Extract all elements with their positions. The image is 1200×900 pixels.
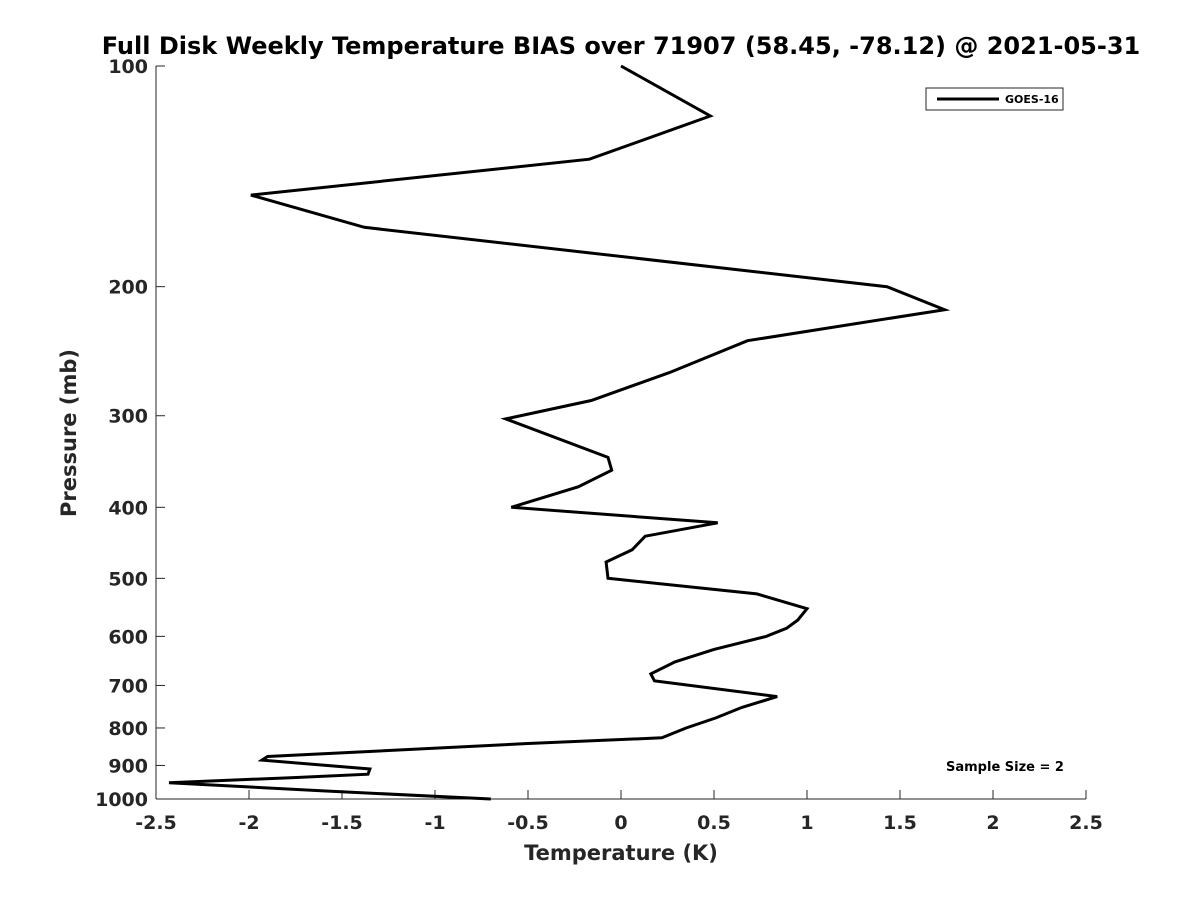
x-tick-label: -1.5 [321, 812, 363, 834]
x-tick-label: -2 [238, 812, 259, 834]
legend-label: GOES-16 [1005, 93, 1059, 106]
x-tick-label: 2.5 [1069, 812, 1103, 834]
y-tick-label: 400 [108, 497, 148, 519]
x-tick-label: -1 [424, 812, 445, 834]
chart-title: Full Disk Weekly Temperature BIAS over 7… [102, 32, 1141, 60]
x-axis: -2.5 -2 -1.5 -1 -0.5 0 0.5 1 1.5 2 2.5 [135, 790, 1103, 834]
x-tick-label: 1.5 [883, 812, 917, 834]
sample-size-annotation: Sample Size = 2 [946, 760, 1064, 775]
y-tick-label: 300 [108, 406, 148, 428]
y-tick-label: 900 [108, 755, 148, 777]
y-tick-label: 100 [108, 56, 148, 78]
x-tick-label: 1 [800, 812, 813, 834]
legend: GOES-16 [925, 87, 1064, 111]
y-tick-label: 200 [108, 277, 148, 299]
y-axis: 100 200 300 400 500 600 700 800 900 1000 [95, 56, 165, 811]
y-tick-label: 700 [108, 675, 148, 697]
x-tick-label: 0 [614, 812, 627, 834]
y-axis-label: Pressure (mb) [57, 349, 81, 517]
x-tick-label: 0.5 [697, 812, 731, 834]
x-tick-label: -0.5 [507, 812, 549, 834]
x-tick-label: -2.5 [135, 812, 177, 834]
series-line-goes-16 [168, 64, 951, 801]
y-tick-label: 500 [108, 568, 148, 590]
y-tick-label: 800 [108, 718, 148, 740]
x-axis-label: Temperature (K) [524, 841, 718, 865]
y-tick-label: 1000 [95, 789, 148, 811]
y-tick-label: 600 [108, 626, 148, 648]
plot-area [156, 66, 1086, 799]
x-tick-label: 2 [986, 812, 999, 834]
